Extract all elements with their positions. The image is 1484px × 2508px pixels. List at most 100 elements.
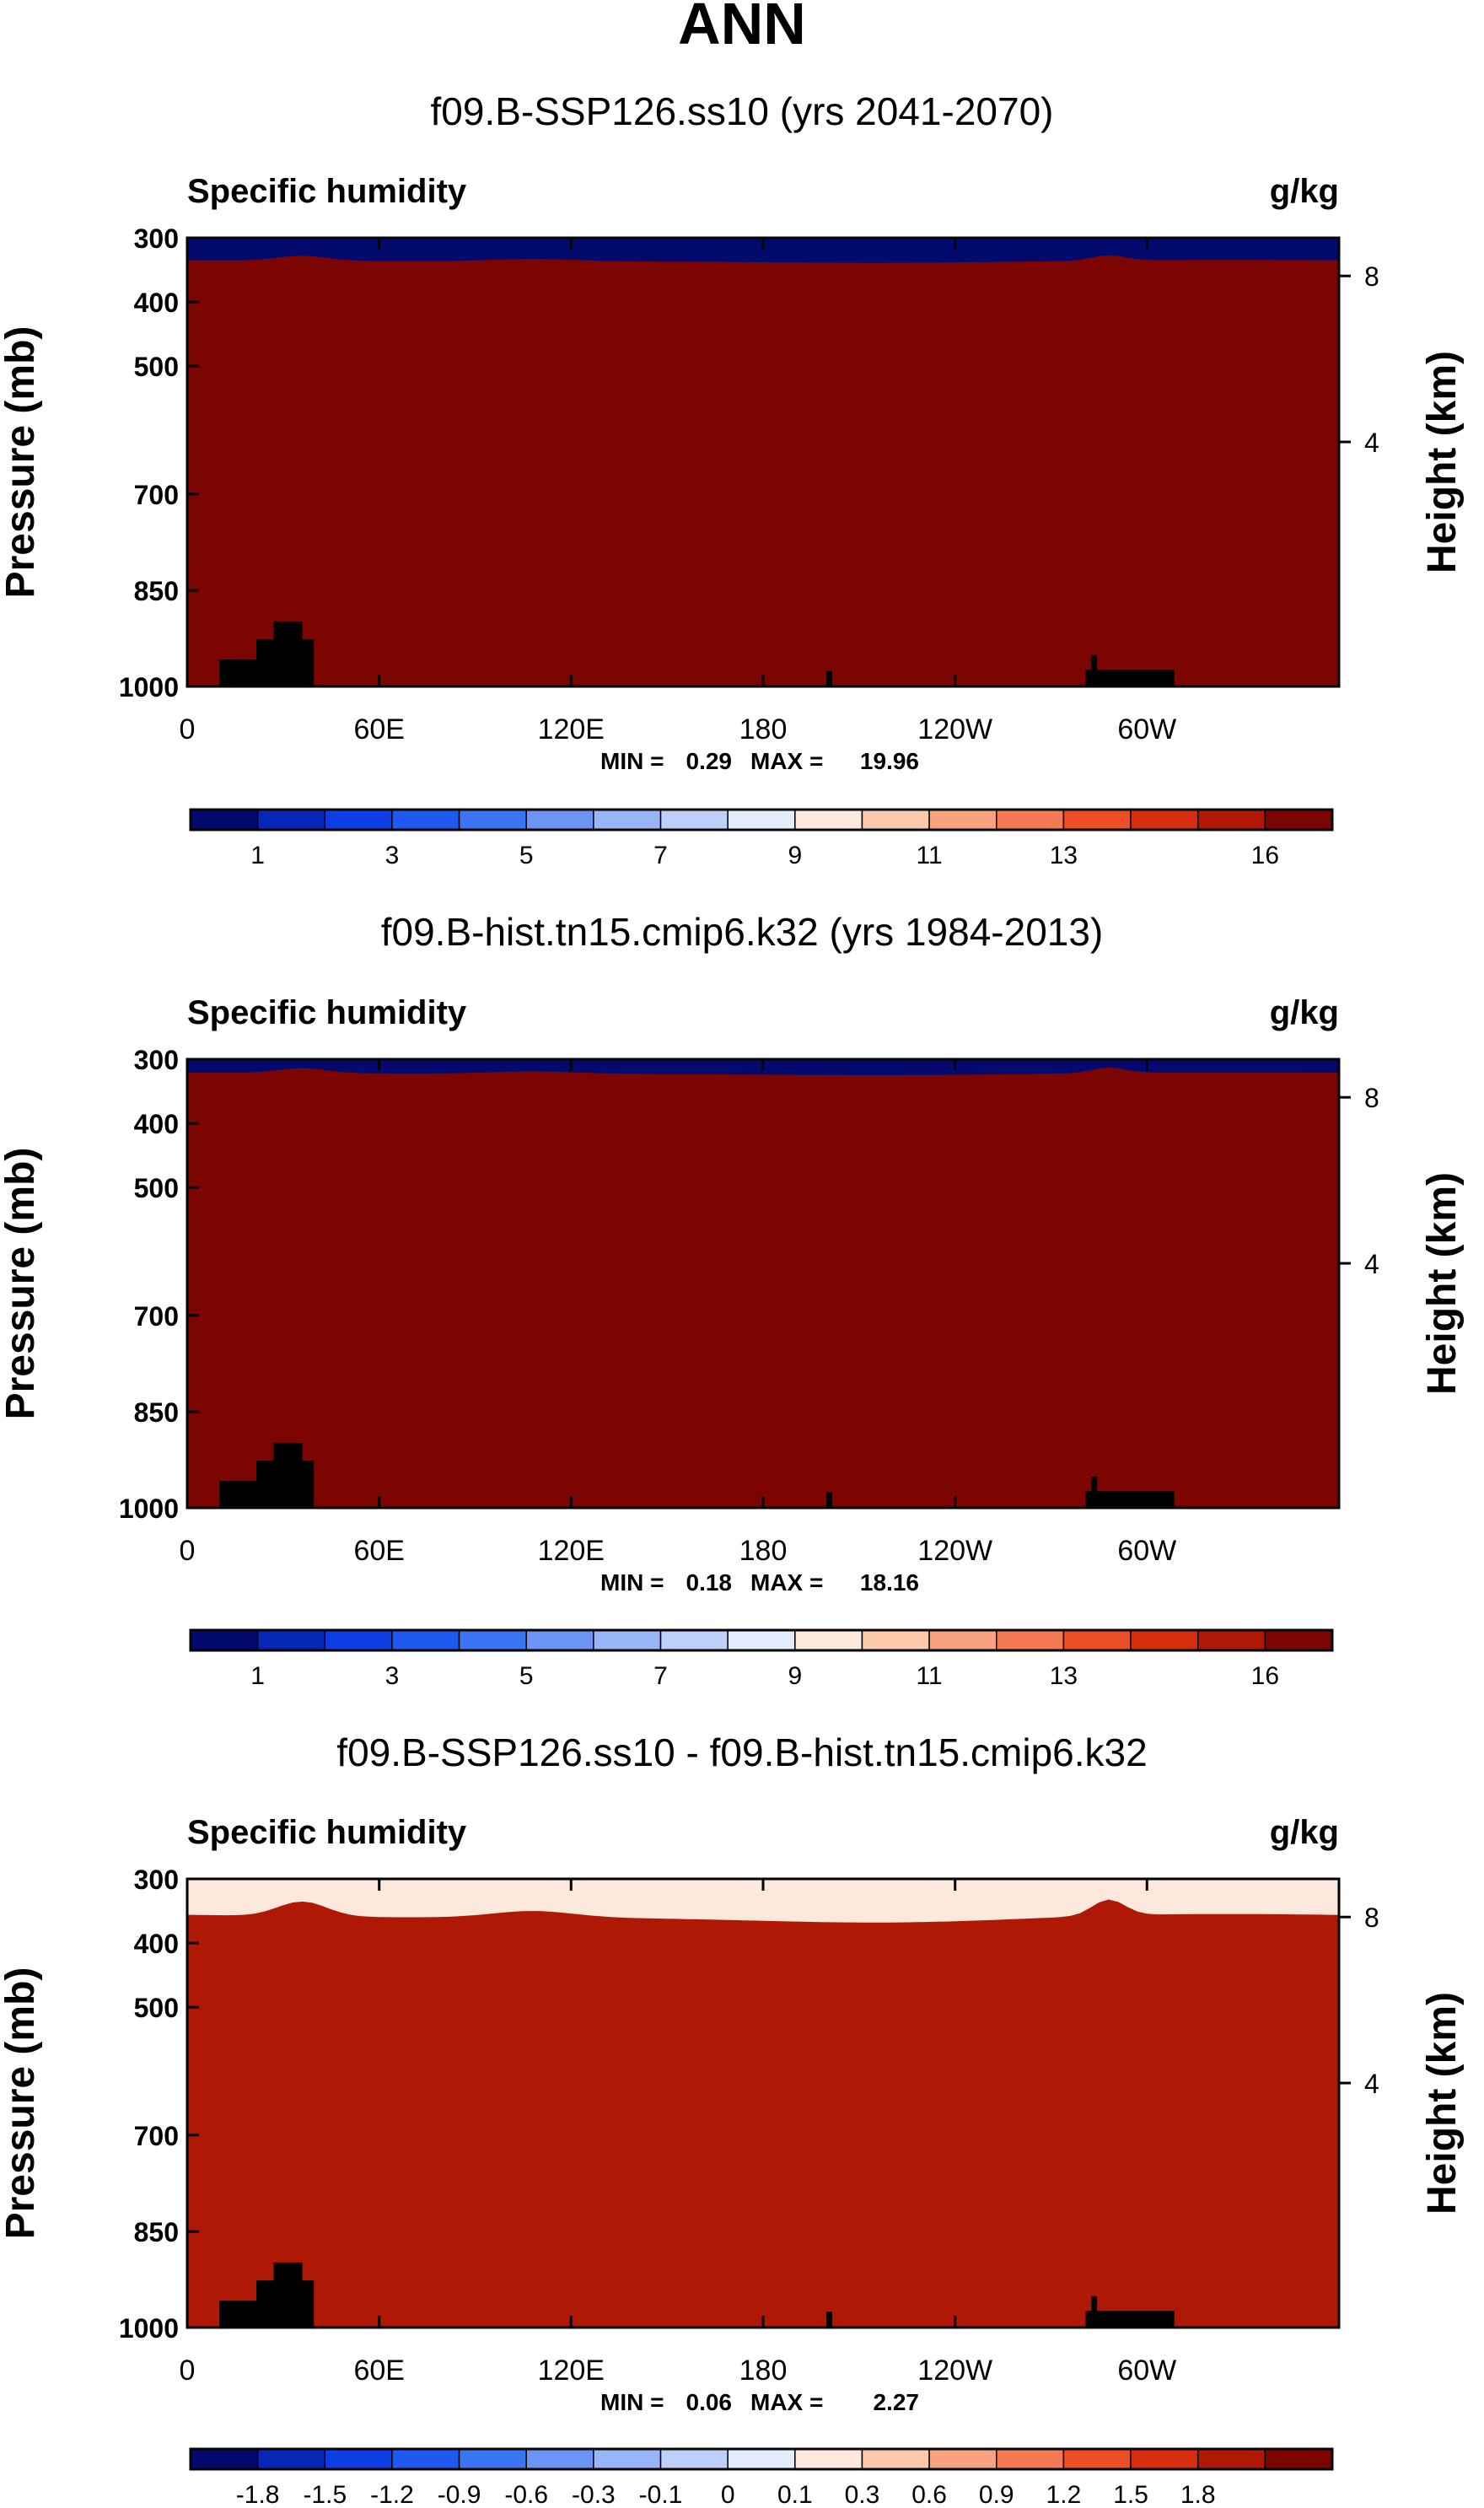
- topography-mask: [826, 670, 832, 686]
- colorbar-swatch: [659, 2448, 729, 2470]
- topography-mask: [1091, 1476, 1098, 1508]
- contour-band: [187, 1067, 1339, 1508]
- y-tick-label: 700: [134, 2121, 179, 2151]
- colorbar-swatch: [525, 1629, 594, 1651]
- topography-mask: [826, 2312, 832, 2328]
- topography-mask: [273, 2262, 303, 2328]
- colorbar-swatch: [324, 809, 393, 831]
- y-tick-label: 300: [134, 223, 179, 254]
- y2-axis-title: Height (km): [1420, 1992, 1465, 2215]
- y2-tick-label: 4: [1364, 2069, 1379, 2099]
- colorbar-swatch: [861, 2448, 930, 2470]
- colorbar-swatch: [1062, 809, 1132, 831]
- colorbar-swatch: [593, 809, 662, 831]
- colorbar-frame: [189, 808, 1334, 832]
- colorbar: -1.8 -1.5 -1.2 -0.9 -0.6 -0.3 -0.1 0 0.1 0.3 0.6 0.…: [189, 2447, 1334, 2508]
- colorbar-label: 0.9: [979, 2481, 1014, 2508]
- x-tick-label: 60E: [353, 2355, 405, 2387]
- min-value: 0.18: [686, 1569, 733, 1596]
- field-label: Specific humidity: [187, 994, 467, 1031]
- colorbar-swatch: [1130, 1629, 1199, 1651]
- colorbar-swatch: [593, 2448, 662, 2470]
- colorbar-label: 0: [721, 2481, 735, 2508]
- colorbar-label: 1: [250, 1662, 265, 1690]
- x-tick-label: 120E: [538, 2355, 605, 2387]
- x-tick-label: 180: [739, 2355, 788, 2387]
- colorbar-label: -1.5: [303, 2481, 347, 2508]
- colorbar-swatch: [794, 2448, 863, 2470]
- colorbar-swatch: [928, 1629, 997, 1651]
- colorbar-swatch: [525, 2448, 594, 2470]
- x-tick-label: 120W: [917, 1535, 992, 1567]
- figure-title: ANN: [678, 0, 806, 57]
- colorbar-swatch: [1196, 1629, 1266, 1651]
- chart-panel-3: f09.B-SSP126.ss10 - f09.B-hist.tn15.cmip…: [0, 1730, 1465, 2508]
- topography-mask: [1085, 670, 1175, 686]
- colorbar-label: 3: [385, 842, 400, 869]
- colorbar-label: -1.2: [370, 2481, 414, 2508]
- colorbar-swatch: [996, 809, 1065, 831]
- colorbar-label: 1: [250, 842, 265, 869]
- colorbar-swatch: [996, 1629, 1065, 1651]
- colorbar-label: 7: [653, 1662, 668, 1690]
- colorbar-swatch: [256, 2448, 326, 2470]
- colorbar-label: 5: [519, 1662, 534, 1690]
- contour-band: [187, 255, 1339, 686]
- y-tick-label: 300: [134, 1865, 179, 1895]
- contour-band: [187, 1899, 1339, 2328]
- topography-mask: [826, 1492, 832, 1508]
- y-tick-label: 500: [134, 1993, 179, 2023]
- topography-mask: [273, 621, 303, 686]
- x-tick-label: 120E: [538, 1535, 605, 1567]
- y-tick-label: 850: [134, 2217, 179, 2247]
- colorbar-swatch: [324, 1629, 393, 1651]
- colorbar-swatch: [928, 809, 997, 831]
- colorbar-swatch: [727, 2448, 796, 2470]
- colorbar-swatch: [391, 2448, 460, 2470]
- y2-tick-label: 4: [1364, 1249, 1379, 1279]
- x-tick-label: 120W: [917, 2355, 992, 2387]
- x-tick-label: 60E: [353, 713, 405, 745]
- max-value: 19.96: [860, 748, 919, 774]
- max-value: 2.27: [874, 2389, 920, 2415]
- colorbar-swatch: [928, 2448, 997, 2470]
- colorbar-label: 3: [385, 1662, 400, 1690]
- x-tick-label: 0: [180, 2355, 196, 2387]
- chart-panel-1: f09.B-SSP126.ss10 (yrs 2041-2070) Specifi…: [0, 89, 1465, 869]
- x-tick-label: 60E: [353, 1535, 405, 1567]
- y-axis-title: Pressure (mb): [0, 326, 43, 599]
- colorbar-swatch: [1196, 809, 1266, 831]
- units-label: g/kg: [1270, 994, 1339, 1031]
- y-tick-label: 850: [134, 576, 179, 606]
- colorbar-frame: [189, 2447, 1334, 2471]
- x-tick-label: 120W: [917, 713, 992, 745]
- colorbar-swatch: [727, 809, 796, 831]
- colorbar-swatch: [593, 1629, 662, 1651]
- max-label: MAX =: [750, 1569, 823, 1596]
- topography-mask: [1085, 1491, 1175, 1508]
- colorbar-label: 13: [1050, 842, 1078, 869]
- colorbar-swatch: [391, 809, 460, 831]
- y-axis-title: Pressure (mb): [0, 1967, 43, 2240]
- x-tick-label: 0: [180, 1535, 196, 1567]
- colorbar-swatch: [190, 2448, 259, 2470]
- colorbar-label: 1.8: [1180, 2481, 1216, 2508]
- colorbar-swatch: [1062, 2448, 1132, 2470]
- colorbar-swatch: [1264, 2448, 1333, 2470]
- x-tick-label: 0: [180, 713, 196, 745]
- colorbar-swatch: [794, 1629, 863, 1651]
- y2-tick-label: 4: [1364, 428, 1379, 458]
- min-label: MIN =: [600, 2389, 664, 2415]
- panel-title: f09.B-SSP126.ss10 (yrs 2041-2070): [431, 89, 1054, 133]
- x-tick-label: 120E: [538, 713, 605, 745]
- colorbar: 1 3 5 7 9 11 13 16: [189, 808, 1334, 869]
- colorbar-label: 1.5: [1113, 2481, 1148, 2508]
- max-value: 18.16: [860, 1569, 919, 1596]
- colorbar-label: 16: [1251, 1662, 1279, 1690]
- topography-mask: [273, 1442, 303, 1508]
- colorbar-swatch: [727, 1629, 796, 1651]
- field-label: Specific humidity: [187, 173, 467, 210]
- colorbar-swatch: [1264, 1629, 1333, 1651]
- y2-axis-title: Height (km): [1420, 1172, 1465, 1395]
